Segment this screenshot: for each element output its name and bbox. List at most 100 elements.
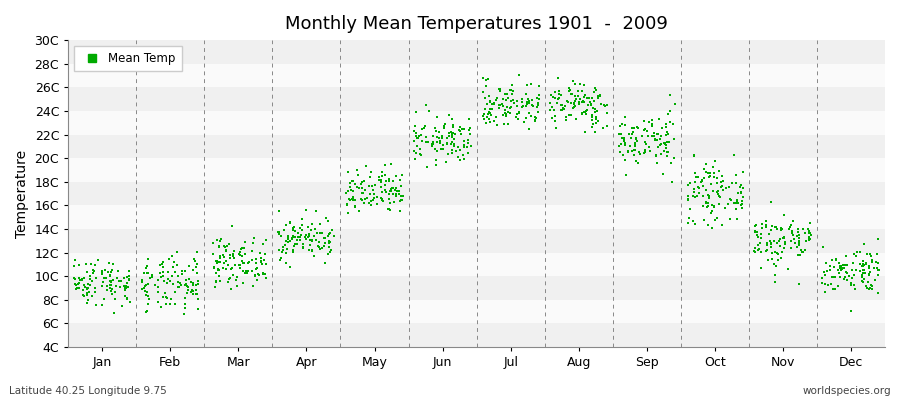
Point xyxy=(437,125,452,132)
Point xyxy=(77,284,92,290)
Point xyxy=(463,116,477,122)
Point xyxy=(139,309,153,316)
Point xyxy=(140,256,155,263)
Point xyxy=(532,95,546,102)
Point xyxy=(690,184,705,190)
Point xyxy=(483,98,498,105)
Point xyxy=(516,102,530,109)
Point xyxy=(480,100,494,107)
Point xyxy=(188,258,202,264)
Point xyxy=(849,253,863,260)
Point xyxy=(453,156,467,163)
Point xyxy=(638,149,652,156)
Point xyxy=(68,257,82,263)
Point xyxy=(347,197,362,203)
Point xyxy=(480,114,494,120)
Point xyxy=(346,196,360,202)
Point xyxy=(802,230,816,236)
Point xyxy=(456,138,471,145)
Point xyxy=(680,196,695,203)
Point xyxy=(482,109,496,115)
Point xyxy=(378,172,392,178)
Point xyxy=(376,198,391,204)
Point xyxy=(238,245,252,251)
Point xyxy=(246,283,260,290)
Point xyxy=(428,145,442,152)
Point xyxy=(774,255,788,262)
Point xyxy=(857,241,871,248)
Point xyxy=(617,114,632,121)
Point xyxy=(294,222,309,228)
Point xyxy=(107,310,122,316)
Point xyxy=(106,261,121,267)
Point xyxy=(856,263,870,270)
Point xyxy=(327,233,341,240)
Point xyxy=(479,76,493,83)
Point xyxy=(696,203,710,210)
Point xyxy=(504,91,518,97)
Point xyxy=(511,108,526,115)
Point xyxy=(527,116,542,123)
Point xyxy=(192,281,206,287)
Point xyxy=(322,244,337,250)
Point xyxy=(735,185,750,191)
Point xyxy=(584,124,598,131)
Point xyxy=(688,174,703,180)
Point xyxy=(751,234,765,240)
Point xyxy=(782,226,796,233)
Bar xyxy=(68,134,885,158)
Point xyxy=(861,262,876,269)
Point xyxy=(716,187,730,194)
Point xyxy=(364,198,378,204)
Point xyxy=(637,150,652,156)
Point xyxy=(223,274,238,281)
Point xyxy=(701,193,716,200)
Point xyxy=(75,276,89,283)
Point xyxy=(186,256,201,263)
Point xyxy=(182,276,196,282)
Point xyxy=(408,123,422,129)
Point xyxy=(245,248,259,254)
Point xyxy=(259,275,274,282)
Point xyxy=(386,185,400,192)
Point xyxy=(207,264,221,270)
Point xyxy=(170,262,184,268)
Point xyxy=(850,249,864,255)
Point xyxy=(79,291,94,298)
Bar xyxy=(68,87,885,111)
Point xyxy=(205,250,220,257)
Point xyxy=(272,247,286,253)
Point xyxy=(428,128,443,134)
Point xyxy=(481,111,495,117)
Point xyxy=(303,236,318,243)
Point xyxy=(512,71,526,78)
Point xyxy=(410,143,425,150)
Point xyxy=(764,198,778,205)
Point xyxy=(615,134,629,141)
Point xyxy=(245,268,259,274)
Point xyxy=(788,240,802,246)
Point xyxy=(844,308,859,314)
Point xyxy=(241,268,256,274)
Point xyxy=(437,123,452,129)
Point xyxy=(752,246,766,252)
Point xyxy=(384,186,399,192)
Point xyxy=(445,150,459,156)
Point xyxy=(846,250,860,257)
Point xyxy=(231,251,246,258)
Point xyxy=(119,284,133,291)
Point xyxy=(156,293,170,300)
Point xyxy=(99,287,113,294)
Point xyxy=(750,229,764,236)
Point xyxy=(363,191,377,197)
Point xyxy=(557,106,572,112)
Point xyxy=(815,280,830,286)
Point xyxy=(815,274,830,281)
Point xyxy=(360,195,374,201)
Point xyxy=(710,180,724,186)
Point xyxy=(168,301,183,307)
Point xyxy=(871,266,886,273)
Bar xyxy=(68,276,885,300)
Point xyxy=(617,142,632,148)
Point xyxy=(302,230,316,237)
